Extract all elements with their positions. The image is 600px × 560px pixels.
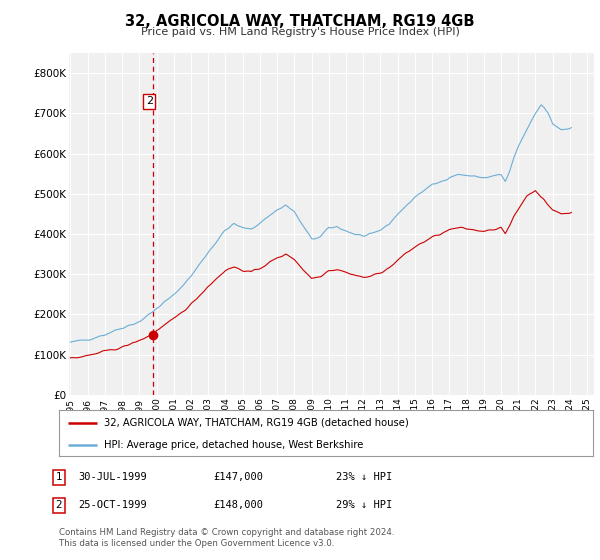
- Text: 32, AGRICOLA WAY, THATCHAM, RG19 4GB (detached house): 32, AGRICOLA WAY, THATCHAM, RG19 4GB (de…: [104, 418, 409, 428]
- Text: £147,000: £147,000: [213, 472, 263, 482]
- Text: 2: 2: [55, 500, 62, 510]
- Text: 30-JUL-1999: 30-JUL-1999: [78, 472, 147, 482]
- Text: Contains HM Land Registry data © Crown copyright and database right 2024.
This d: Contains HM Land Registry data © Crown c…: [59, 528, 394, 548]
- Text: 23% ↓ HPI: 23% ↓ HPI: [336, 472, 392, 482]
- Text: £148,000: £148,000: [213, 500, 263, 510]
- Text: HPI: Average price, detached house, West Berkshire: HPI: Average price, detached house, West…: [104, 440, 364, 450]
- Text: 2: 2: [146, 96, 153, 106]
- Text: 1: 1: [55, 472, 62, 482]
- Text: 25-OCT-1999: 25-OCT-1999: [78, 500, 147, 510]
- Text: 29% ↓ HPI: 29% ↓ HPI: [336, 500, 392, 510]
- Text: Price paid vs. HM Land Registry's House Price Index (HPI): Price paid vs. HM Land Registry's House …: [140, 27, 460, 37]
- Text: 32, AGRICOLA WAY, THATCHAM, RG19 4GB: 32, AGRICOLA WAY, THATCHAM, RG19 4GB: [125, 14, 475, 29]
